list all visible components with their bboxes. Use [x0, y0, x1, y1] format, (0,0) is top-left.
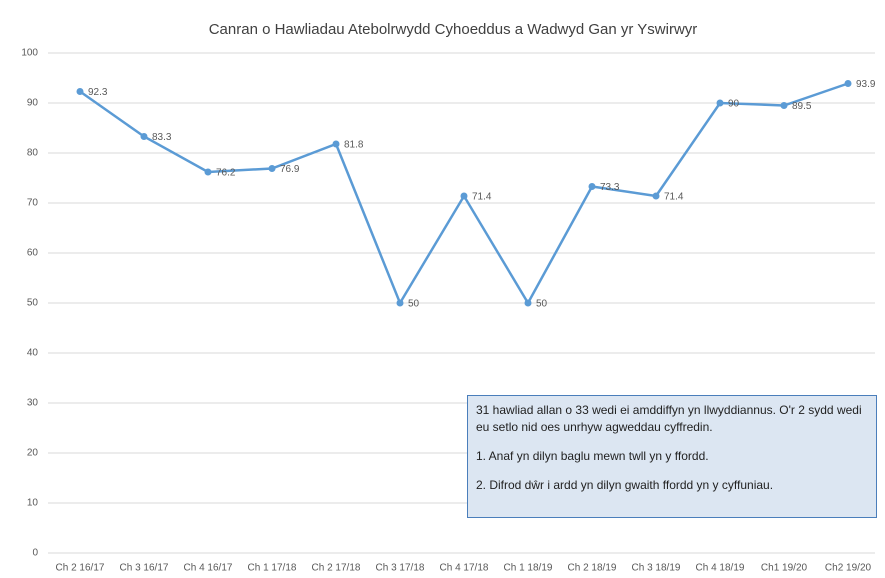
x-tick-label: Ch 3 16/17	[120, 563, 169, 574]
data-label: 83.3	[152, 132, 172, 143]
y-tick-label: 30	[27, 398, 39, 409]
data-label: 50	[408, 299, 420, 310]
point	[204, 168, 212, 176]
x-tick-label: Ch 1 18/19	[504, 563, 553, 574]
y-tick-label: 50	[27, 298, 39, 309]
data-label: 81.8	[344, 140, 364, 151]
x-tick-label: Ch 4 17/18	[440, 563, 489, 574]
x-tick-label: Ch 3 17/18	[376, 563, 425, 574]
annotation-text: 1. Anaf yn dilyn baglu mewn twll yn y ff…	[476, 449, 709, 463]
point	[588, 183, 596, 190]
y-tick-label: 20	[27, 448, 39, 459]
data-label: 73.3	[600, 182, 620, 193]
point	[844, 80, 852, 87]
y-tick-label: 60	[27, 248, 39, 259]
point	[332, 140, 340, 148]
x-tick-label: Ch 2 16/17	[56, 563, 105, 574]
y-tick-label: 90	[27, 98, 39, 109]
point	[524, 299, 532, 307]
y-tick-label: 40	[27, 348, 39, 359]
point	[396, 299, 404, 307]
x-tick-label: Ch 1 17/18	[248, 563, 297, 574]
point	[76, 88, 84, 95]
annotation-text: 2. Difrod dŵr i ardd yn dilyn gwaith ffo…	[476, 478, 774, 492]
y-tick-label: 70	[27, 198, 39, 209]
data-label: 89.5	[792, 101, 812, 112]
point	[460, 192, 468, 200]
y-tick-label: 10	[27, 498, 39, 509]
y-tick-label: 100	[21, 48, 38, 59]
data-label: 76.2	[216, 168, 236, 179]
x-tick-label: Ch1 19/20	[761, 563, 808, 574]
point	[780, 102, 788, 109]
data-label: 93.9	[856, 79, 876, 90]
point	[268, 165, 276, 172]
chart-title: Canran o Hawliadau Atebolrwydd Cyhoeddus…	[209, 21, 698, 38]
point	[716, 99, 724, 107]
annotation-text: 31 hawliad allan o 33 wedi ei amddiffyn …	[476, 403, 862, 434]
x-tick-label: Ch 4 16/17	[184, 563, 233, 574]
annotation-box: 31 hawliad allan o 33 wedi ei amddiffyn …	[467, 395, 877, 518]
x-tick-label: Ch 3 18/19	[632, 563, 681, 574]
point	[652, 192, 660, 200]
data-label: 71.4	[472, 192, 492, 203]
y-tick-label: 0	[32, 548, 38, 559]
x-tick-label: Ch 2 17/18	[312, 563, 361, 574]
y-tick-label: 80	[27, 148, 39, 159]
data-label: 71.4	[664, 192, 684, 203]
point	[140, 133, 148, 140]
data-label: 76.9	[280, 164, 300, 175]
x-tick-label: Ch2 19/20	[825, 563, 872, 574]
data-label: 92.3	[88, 87, 108, 98]
x-tick-label: Ch 2 18/19	[568, 563, 617, 574]
data-label: 90	[728, 99, 740, 110]
data-label: 50	[536, 299, 548, 310]
x-tick-label: Ch 4 18/19	[696, 563, 745, 574]
